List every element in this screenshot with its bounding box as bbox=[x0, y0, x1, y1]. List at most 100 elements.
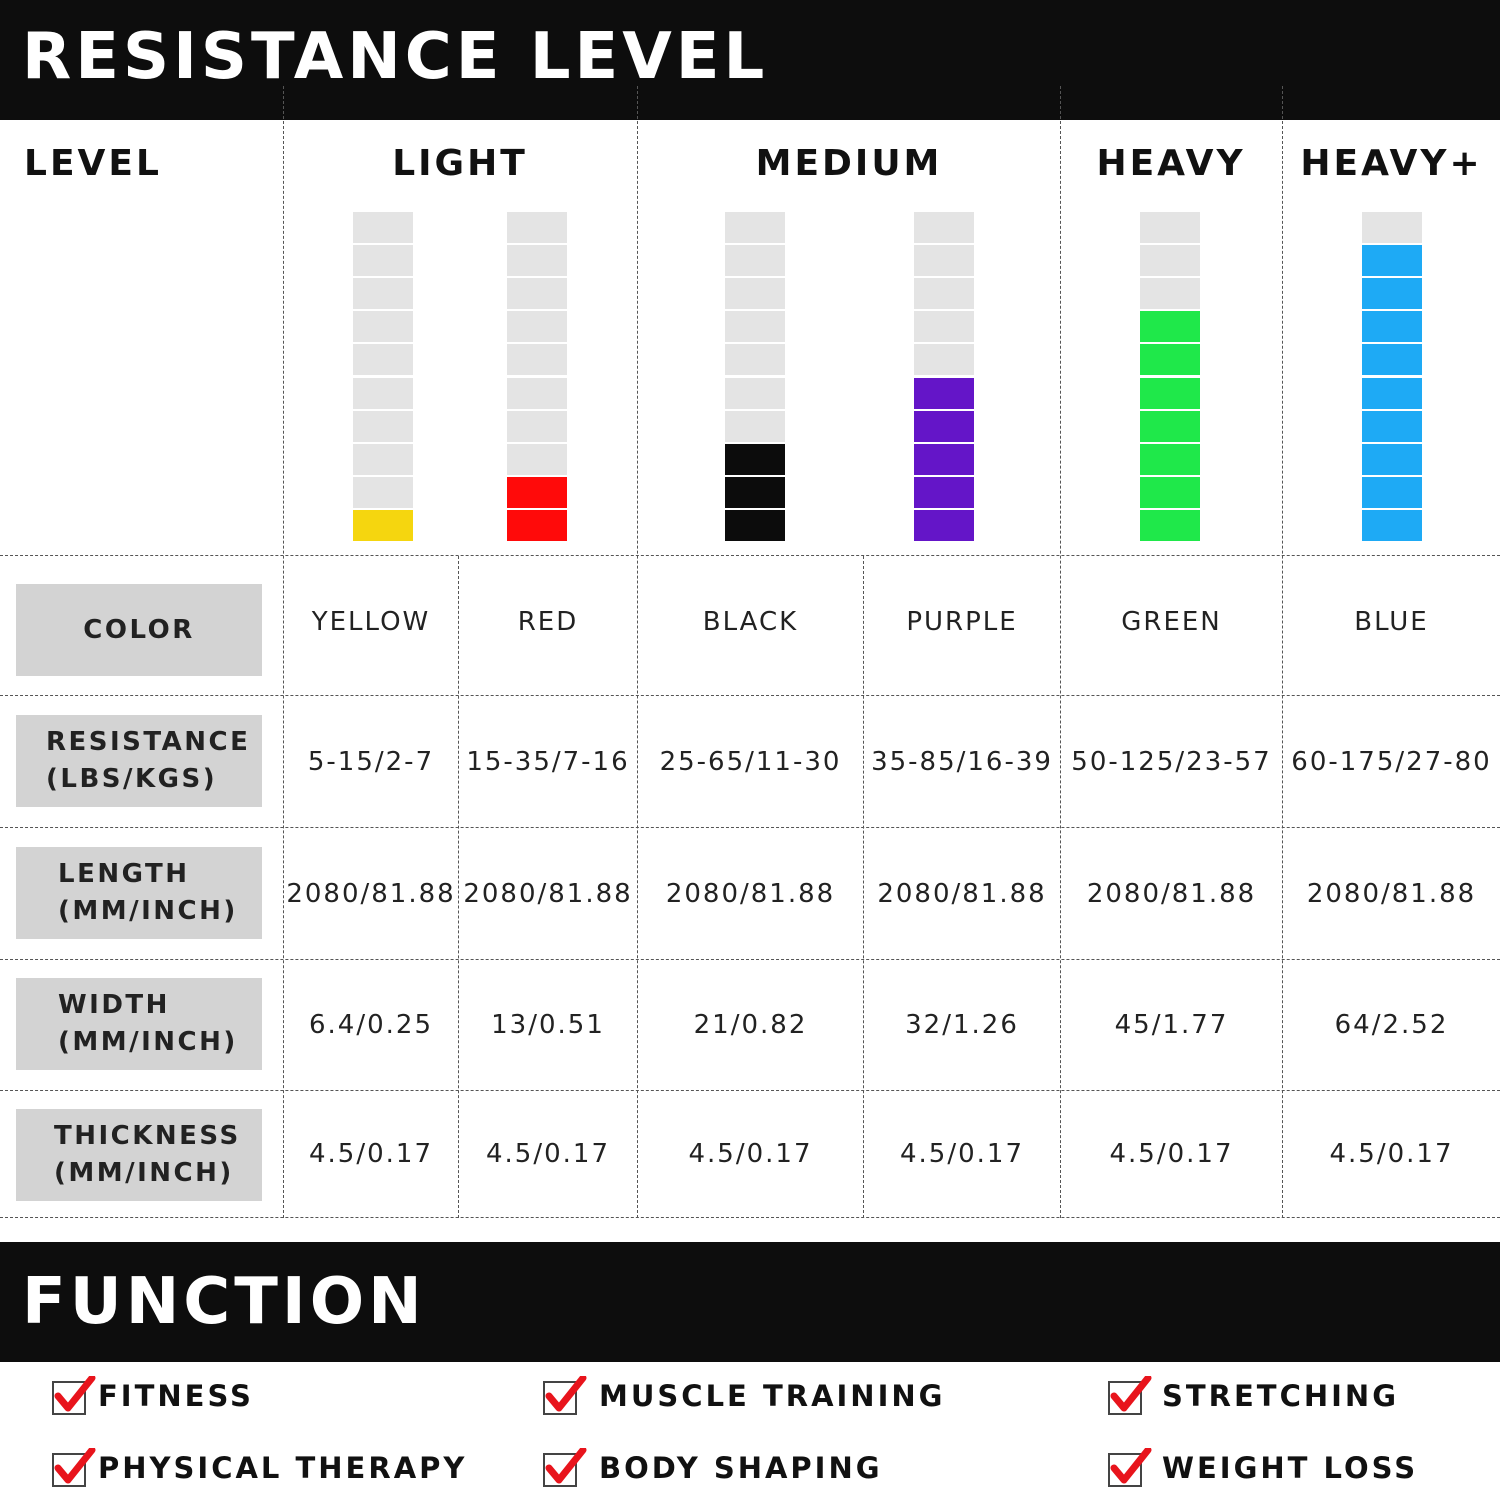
group-heavy: HEAVY bbox=[1096, 143, 1246, 184]
level-bar-blue bbox=[1362, 212, 1422, 542]
row-label-unit: (LBS/KGS) bbox=[46, 764, 218, 794]
cell-resistance: 15-35/7-16 bbox=[466, 746, 630, 777]
group-heavy-plus: HEAVY+ bbox=[1300, 143, 1483, 184]
level-bar-segment bbox=[1362, 278, 1422, 310]
level-bar-segment bbox=[507, 278, 567, 310]
checkbox-checked-icon bbox=[52, 1376, 96, 1415]
cell-thickness: 4.5/0.17 bbox=[688, 1139, 813, 1169]
function-item: FITNESS bbox=[52, 1376, 254, 1416]
level-bar-segment bbox=[725, 278, 785, 310]
level-bar-segment bbox=[507, 311, 567, 343]
level-bar-segment bbox=[507, 476, 567, 508]
cell-width: 45/1.77 bbox=[1114, 1010, 1229, 1040]
checkbox-checked-icon bbox=[543, 1376, 587, 1415]
level-bar-segment bbox=[1362, 443, 1422, 475]
level-bar-segment bbox=[353, 344, 413, 376]
level-bar-segment bbox=[353, 212, 413, 243]
divider bbox=[0, 695, 1500, 696]
divider bbox=[0, 959, 1500, 960]
cell-resistance: 60-175/27-80 bbox=[1291, 746, 1492, 777]
level-bar-segment bbox=[914, 509, 974, 541]
cell-thickness: 4.5/0.17 bbox=[900, 1139, 1024, 1169]
function-item-label: WEIGHT LOSS bbox=[1162, 1451, 1419, 1485]
level-bar-segment bbox=[914, 344, 974, 376]
divider bbox=[1282, 86, 1283, 1218]
level-bar-segment bbox=[1140, 476, 1200, 508]
level-bar-green bbox=[1140, 212, 1200, 542]
cell-resistance: 35-85/16-39 bbox=[871, 746, 1053, 777]
divider bbox=[0, 1217, 1500, 1218]
cell-thickness: 4.5/0.17 bbox=[1109, 1139, 1234, 1169]
row-label-resistance: RESISTANCE (LBS/KGS) bbox=[16, 715, 262, 807]
level-bar-segment bbox=[914, 278, 974, 310]
level-label: LEVEL bbox=[24, 143, 162, 184]
level-bar-segment bbox=[507, 212, 567, 243]
level-bar-segment bbox=[1140, 212, 1200, 243]
group-light: LIGHT bbox=[392, 143, 528, 184]
function-item: PHYSICAL THERAPY bbox=[52, 1448, 467, 1488]
divider bbox=[0, 827, 1500, 828]
row-label-length: LENGTH (MM/INCH) bbox=[16, 847, 262, 939]
cell-color: BLACK bbox=[702, 607, 799, 637]
checkbox-checked-icon bbox=[52, 1448, 96, 1487]
level-bar-segment bbox=[353, 410, 413, 442]
level-bar-segment bbox=[914, 212, 974, 243]
row-label-unit: (MM/INCH) bbox=[54, 1158, 234, 1188]
level-bar-segment bbox=[914, 311, 974, 343]
cell-color: GREEN bbox=[1121, 607, 1222, 637]
level-bar-segment bbox=[353, 245, 413, 277]
level-bar-segment bbox=[725, 344, 785, 376]
row-label-thickness: THICKNESS (MM/INCH) bbox=[16, 1109, 262, 1201]
level-bar-segment bbox=[353, 476, 413, 508]
level-bar-segment bbox=[1362, 245, 1422, 277]
level-bar-black bbox=[725, 212, 785, 542]
level-bar-segment bbox=[353, 377, 413, 409]
level-bar-segment bbox=[1362, 509, 1422, 541]
level-bar-segment bbox=[507, 344, 567, 376]
level-bar-segment bbox=[353, 278, 413, 310]
cell-length: 2080/81.88 bbox=[1306, 878, 1477, 909]
cell-length: 2080/81.88 bbox=[463, 878, 633, 909]
level-bar-segment bbox=[1140, 377, 1200, 409]
level-bar-segment bbox=[725, 509, 785, 541]
cell-width: 32/1.26 bbox=[905, 1010, 1019, 1040]
cell-resistance: 50-125/23-57 bbox=[1071, 746, 1272, 777]
level-bar-segment bbox=[1140, 443, 1200, 475]
level-bar-segment bbox=[914, 245, 974, 277]
cell-width: 13/0.51 bbox=[491, 1010, 605, 1040]
checkbox-checked-icon bbox=[1108, 1448, 1152, 1487]
level-bar-segment bbox=[1362, 311, 1422, 343]
level-bar-segment bbox=[353, 509, 413, 541]
cell-color: RED bbox=[517, 607, 579, 637]
divider bbox=[283, 86, 284, 1218]
level-bar-segment bbox=[1362, 476, 1422, 508]
level-bar-segment bbox=[1140, 344, 1200, 376]
function-item: STRETCHING bbox=[1108, 1376, 1399, 1416]
divider bbox=[0, 1090, 1500, 1091]
cell-length: 2080/81.88 bbox=[1086, 878, 1257, 909]
level-bar-segment bbox=[725, 245, 785, 277]
checkbox-checked-icon bbox=[543, 1448, 587, 1487]
checkbox-checked-icon bbox=[1108, 1376, 1152, 1415]
cell-color: PURPLE bbox=[906, 607, 1018, 637]
level-bar-segment bbox=[353, 311, 413, 343]
cell-length: 2080/81.88 bbox=[286, 878, 456, 909]
row-label-width: WIDTH (MM/INCH) bbox=[16, 978, 262, 1070]
level-bar-yellow bbox=[353, 212, 413, 542]
level-bar-segment bbox=[725, 377, 785, 409]
level-bar-purple bbox=[914, 212, 974, 542]
level-bar-segment bbox=[507, 245, 567, 277]
function-item-label: STRETCHING bbox=[1162, 1379, 1400, 1413]
group-medium: MEDIUM bbox=[755, 143, 943, 184]
row-label-text: LENGTH bbox=[58, 859, 190, 889]
cell-resistance: 25-65/11-30 bbox=[659, 746, 842, 777]
row-label-unit: (MM/INCH) bbox=[58, 896, 238, 926]
level-bar-segment bbox=[507, 410, 567, 442]
cell-color: BLUE bbox=[1354, 607, 1429, 637]
level-bar-segment bbox=[1362, 212, 1422, 243]
resistance-level-header: RESISTANCE LEVEL bbox=[0, 0, 1500, 120]
row-label-text: COLOR bbox=[83, 614, 195, 645]
level-bar-segment bbox=[1140, 278, 1200, 310]
level-bar-segment bbox=[1362, 344, 1422, 376]
level-bar-segment bbox=[725, 443, 785, 475]
